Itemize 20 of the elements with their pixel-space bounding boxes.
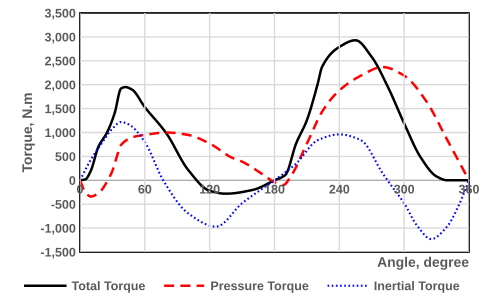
legend-label: Inertial Torque <box>374 281 460 293</box>
y-tick-label: 3,000 <box>44 32 76 44</box>
x-tick-label: 240 <box>329 184 350 194</box>
y-tick-label: 0 <box>69 176 76 185</box>
y-tick-label: 2,000 <box>44 80 76 92</box>
y-tick-label: -1,000 <box>40 224 76 235</box>
legend-label: Pressure Torque <box>211 282 308 293</box>
x-tick-label: 60 <box>138 184 152 194</box>
y-tick-label: 1,000 <box>45 128 76 139</box>
y-tick-label: 3,500 <box>44 8 76 20</box>
x-tick-label: 300 <box>394 184 414 194</box>
y-tick-label: 500 <box>55 152 76 162</box>
y-axis-title: Torque, N.m <box>22 93 35 172</box>
y-tick-label: -500 <box>51 200 76 209</box>
x-axis-title: Angle, degree <box>378 256 469 270</box>
legend-label: Total Torque <box>72 281 145 293</box>
y-tick-label: 1,500 <box>45 104 76 116</box>
y-tick-label: -1,500 <box>40 248 76 258</box>
x-tick-label: 180 <box>264 184 284 194</box>
y-tick-label: 2,500 <box>44 56 76 68</box>
